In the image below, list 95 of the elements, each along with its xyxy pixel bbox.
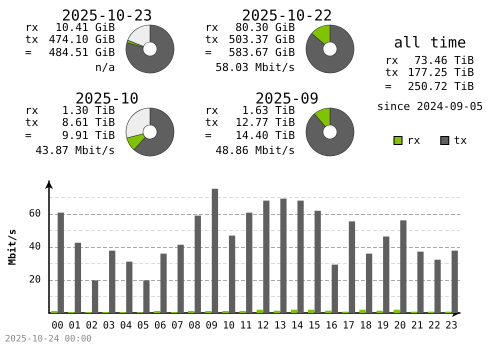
text: 503.37 GiB	[228, 33, 296, 46]
bar	[160, 254, 167, 313]
text: 1.30 TiB	[62, 104, 116, 117]
text: 474.10 GiB	[48, 33, 116, 46]
x-tick-label: 05	[137, 320, 150, 332]
text: 10.41 GiB	[55, 21, 116, 34]
bar	[246, 212, 252, 313]
text: rx	[385, 54, 399, 67]
x-tick-label: 11	[240, 320, 252, 332]
bar	[383, 236, 390, 313]
y-tick-label: 20	[28, 274, 41, 286]
text: =	[205, 129, 212, 142]
text: 80.30 GiB	[235, 21, 296, 34]
x-tick-label: 02	[86, 320, 98, 332]
bar	[143, 280, 150, 313]
text: 583.67 GiB	[228, 46, 296, 59]
text: rx	[25, 21, 39, 34]
x-tick-label: 16	[326, 320, 338, 332]
bar	[348, 221, 356, 313]
bar	[109, 250, 116, 313]
text: 9.91 TiB	[62, 129, 116, 142]
bar	[58, 212, 64, 313]
text: =	[205, 46, 212, 59]
y-axis-title: Mbit/s	[6, 228, 18, 266]
x-tick-label: 18	[360, 320, 372, 332]
x-tick-label: 01	[68, 320, 81, 332]
text: =	[25, 46, 32, 59]
text: 12.77 TiB	[235, 116, 296, 129]
x-tick-label: 00	[51, 320, 64, 332]
bar	[228, 236, 236, 313]
x-tick-label: 13	[274, 320, 286, 332]
text: 73.46 TiB	[414, 54, 474, 67]
bar	[92, 280, 98, 313]
x-tick-label: 23	[445, 320, 458, 332]
bar	[417, 252, 424, 313]
x-tick-label: 06	[154, 320, 166, 332]
legend-label: rx	[407, 134, 421, 147]
text: all time	[394, 34, 466, 52]
bar	[290, 310, 298, 313]
bar	[280, 198, 287, 313]
text: 2025-10-24 00:00	[5, 334, 92, 344]
x-tick-label: 07	[171, 320, 184, 332]
text: =	[25, 129, 32, 142]
text: =	[385, 80, 392, 93]
bar	[434, 260, 441, 313]
bar	[366, 254, 372, 313]
bar	[263, 200, 270, 313]
bar	[194, 216, 201, 313]
text: tx	[205, 33, 219, 46]
bar	[359, 310, 366, 313]
x-tick-label: 21	[411, 320, 424, 332]
text: 14.40 TiB	[235, 129, 296, 142]
text: 8.61 TiB	[62, 116, 116, 129]
text: tx	[385, 66, 399, 79]
text: rx	[205, 104, 219, 117]
text: 177.25 TiB	[408, 66, 474, 79]
x-tick-label: 14	[291, 320, 304, 332]
text: 484.51 GiB	[48, 46, 116, 59]
bar	[178, 244, 184, 313]
x-tick-label: 10	[222, 320, 235, 332]
x-tick-label: 03	[102, 320, 115, 332]
text: 43.87 Mbit/s	[36, 144, 116, 157]
x-tick-label: 08	[188, 320, 201, 332]
bar	[74, 242, 82, 313]
x-tick-label: 19	[376, 320, 389, 332]
bar	[400, 220, 406, 313]
y-tick-label: 60	[28, 208, 41, 220]
text: since 2024-09-05	[377, 100, 483, 113]
x-tick-label: 22	[428, 320, 440, 332]
bar	[314, 210, 321, 313]
text: tx	[25, 116, 39, 129]
text: tx	[205, 116, 219, 129]
x-tick-label: 17	[342, 320, 355, 332]
bar	[308, 310, 314, 313]
x-tick-label: 12	[257, 320, 270, 332]
text: 58.03 Mbit/s	[216, 61, 296, 74]
bar	[394, 310, 400, 313]
text: rx	[25, 104, 39, 117]
text: rx	[205, 21, 219, 34]
x-tick-label: 09	[206, 320, 218, 332]
bar	[126, 262, 132, 313]
x-tick-label: 15	[308, 320, 320, 332]
x-tick-label: 20	[394, 320, 406, 332]
text: 1.63 TiB	[242, 104, 296, 117]
text: tx	[25, 33, 39, 46]
bar	[297, 200, 304, 313]
text: n/a	[95, 61, 116, 74]
text: 48.86 Mbit/s	[216, 144, 296, 157]
text: 250.72 TiB	[408, 80, 474, 93]
bar	[212, 188, 218, 313]
x-tick-label: 04	[120, 320, 132, 332]
y-tick-label: 40	[28, 242, 41, 252]
legend-label: tx	[454, 134, 468, 147]
bar	[256, 310, 263, 313]
bar	[332, 264, 338, 313]
